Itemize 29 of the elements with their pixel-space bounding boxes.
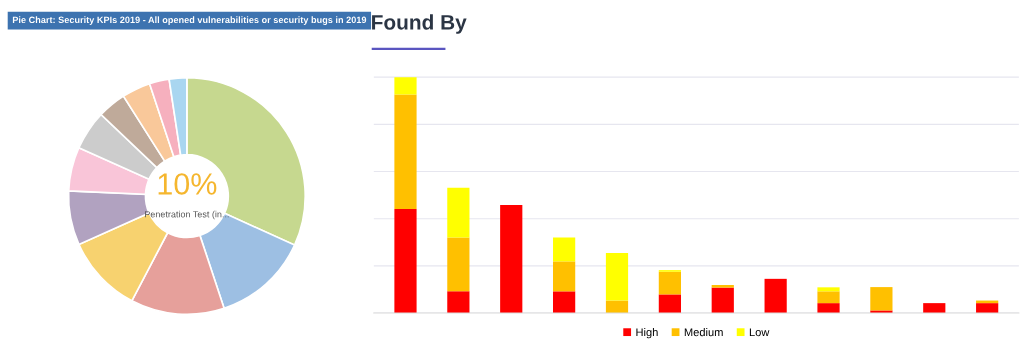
text: 10% <box>158 173 217 195</box>
bar <box>711 287 734 314</box>
bar <box>394 209 417 314</box>
bar <box>553 291 576 314</box>
bar <box>976 303 999 314</box>
legend-label: Medium <box>684 327 723 337</box>
bar <box>764 278 787 314</box>
bar <box>658 271 681 295</box>
bar <box>817 291 840 304</box>
bar <box>658 294 681 314</box>
bar <box>500 205 523 314</box>
bar <box>394 77 417 95</box>
bar <box>447 237 470 292</box>
chart-title: Pie Chart: Security KPIs 2019 - All opened vulnerabilities or security bugs in 2019 <box>12 16 367 25</box>
bar <box>553 261 576 292</box>
legend-label: High <box>636 327 658 339</box>
bar <box>605 252 629 301</box>
bar <box>711 284 734 288</box>
bar <box>394 94 417 210</box>
bar <box>447 187 470 238</box>
chart-title: Found By <box>372 14 467 34</box>
bar <box>817 287 840 292</box>
bar <box>447 291 470 314</box>
bar <box>817 303 840 314</box>
legend-label: Low <box>749 328 770 337</box>
bar <box>553 237 576 262</box>
text: Penetration Test (in... <box>145 210 229 220</box>
bar <box>870 287 893 311</box>
bar <box>923 303 946 314</box>
